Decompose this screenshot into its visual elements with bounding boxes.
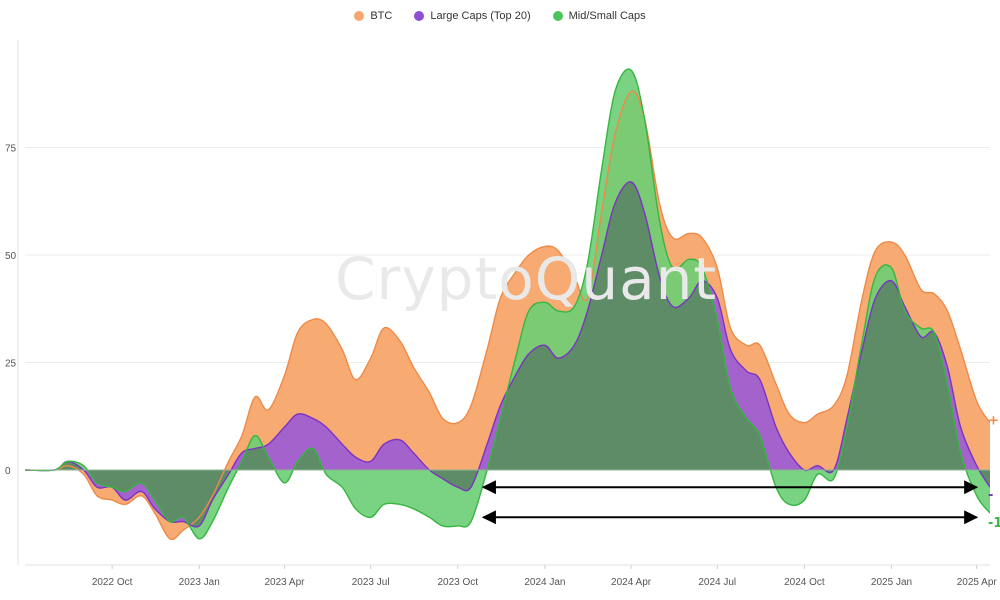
legend-item-large-caps[interactable]: Large Caps (Top 20) bbox=[414, 10, 531, 22]
annotations bbox=[481, 480, 979, 525]
x-tick-label-2024-Apr: 2024 Apr bbox=[611, 577, 652, 588]
legend-label-large-caps: Large Caps (Top 20) bbox=[430, 10, 531, 22]
x-tick-label-2023-Apr: 2023 Apr bbox=[264, 577, 305, 588]
legend-label-btc: BTC bbox=[370, 10, 393, 22]
x-tick-label-2024-Oct: 2024 Oct bbox=[784, 577, 825, 588]
edge-labels: + - -1 bbox=[988, 414, 1000, 531]
y-axis: 0 25 50 75 bbox=[5, 144, 17, 478]
x-tick-label-2023-Oct: 2023 Oct bbox=[437, 577, 478, 588]
series-areas bbox=[24, 68, 990, 541]
y-tick-label-0: 0 bbox=[5, 466, 11, 477]
x-tick-label-2024-Jul: 2024 Jul bbox=[698, 577, 736, 588]
gridlines bbox=[17, 40, 990, 566]
x-tick-label-2023-Jul: 2023 Jul bbox=[352, 577, 390, 588]
watermark: CryptoQuant bbox=[335, 245, 718, 313]
x-tick-label-2022-Oct: 2022 Oct bbox=[92, 577, 133, 588]
edge-label-mid-small-caps: -1 bbox=[988, 516, 1000, 531]
legend-item-mid-small-caps[interactable]: Mid/Small Caps bbox=[552, 10, 646, 22]
x-tick-label-2024-Jan: 2024 Jan bbox=[524, 577, 565, 588]
legend-swatch-mid-small-caps bbox=[552, 11, 563, 21]
line-mid-small-caps bbox=[24, 68, 990, 540]
x-tick-label-2023-Jan: 2023 Jan bbox=[179, 577, 220, 588]
x-tick-label-2025-Jan: 2025 Jan bbox=[871, 577, 912, 588]
legend-label-mid-small-caps: Mid/Small Caps bbox=[568, 10, 646, 22]
legend-item-btc[interactable]: BTC bbox=[354, 10, 392, 22]
legend-swatch-btc bbox=[354, 11, 365, 21]
edge-label-large-caps: - bbox=[988, 488, 993, 503]
y-tick-label-50: 50 bbox=[5, 251, 17, 262]
x-tick-label-2025-Apr: 2025 Apr bbox=[957, 577, 998, 588]
legend-swatch-large-caps bbox=[414, 11, 425, 21]
line-btc bbox=[24, 90, 990, 541]
x-axis: 2022 Oct 2023 Jan 2023 Apr 2023 Jul 2023 Oct… bbox=[92, 565, 998, 588]
y-tick-label-25: 25 bbox=[5, 359, 17, 370]
chart-legend: BTC Large Caps (Top 20) Mid/Small Caps bbox=[0, 10, 1000, 22]
edge-label-btc: + bbox=[988, 414, 999, 429]
area-overlap bbox=[25, 181, 990, 527]
y-tick-label-75: 75 bbox=[5, 144, 17, 155]
